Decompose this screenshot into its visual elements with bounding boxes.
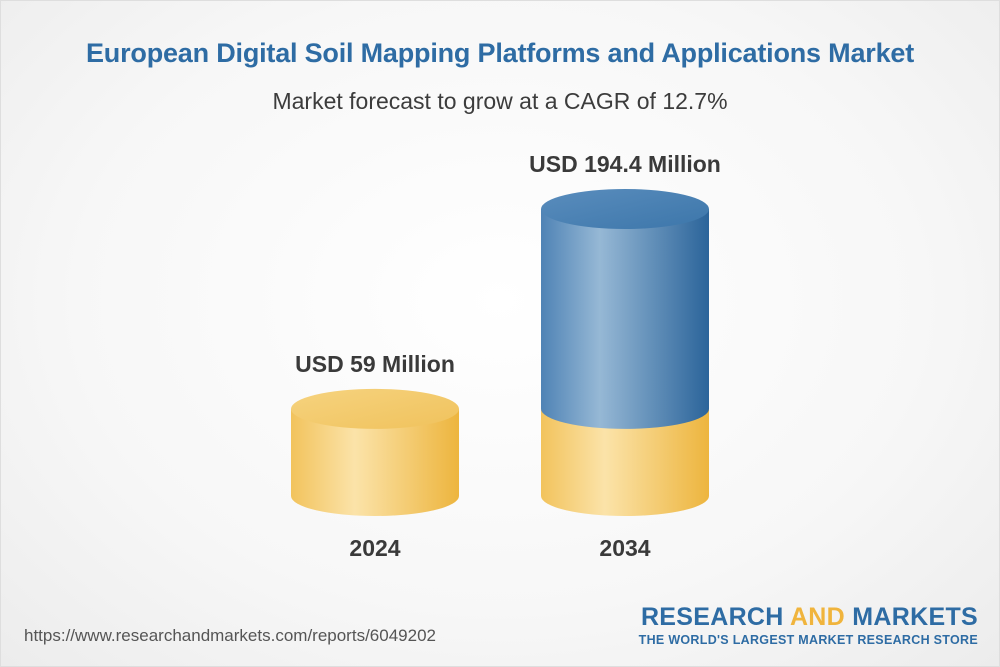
brand-logo: RESEARCH AND MARKETS THE WORLD'S LARGEST… (639, 603, 978, 647)
cylinder-base-segment (291, 408, 459, 516)
cylinder-2024 (291, 388, 459, 516)
logo-part-markets: MARKETS (845, 603, 978, 631)
cylinder-base-segment (541, 408, 709, 516)
logo-part-and: AND (789, 603, 846, 631)
chart-title: European Digital Soil Mapping Platforms … (86, 38, 914, 68)
logo-tagline: THE WORLD'S LARGEST MARKET RESEARCH STOR… (638, 633, 978, 647)
cylinder-top-cap (541, 189, 709, 229)
cylinder-top-cap (291, 388, 459, 429)
cylinder-growth-segment (541, 209, 709, 429)
value-label: USD 194.4 Million (529, 151, 721, 177)
cylinder-2034 (541, 189, 709, 516)
category-label: 2034 (599, 535, 650, 561)
chart-subtitle: Market forecast to grow at a CAGR of 12.… (272, 88, 728, 114)
category-label: 2024 (349, 535, 400, 561)
logo-part-research: RESEARCH (640, 603, 790, 631)
source-url[interactable]: https://www.researchandmarkets.com/repor… (24, 626, 436, 645)
value-label: USD 59 Million (295, 351, 455, 377)
logo-wordmark: RESEARCH AND MARKETS (639, 603, 978, 631)
